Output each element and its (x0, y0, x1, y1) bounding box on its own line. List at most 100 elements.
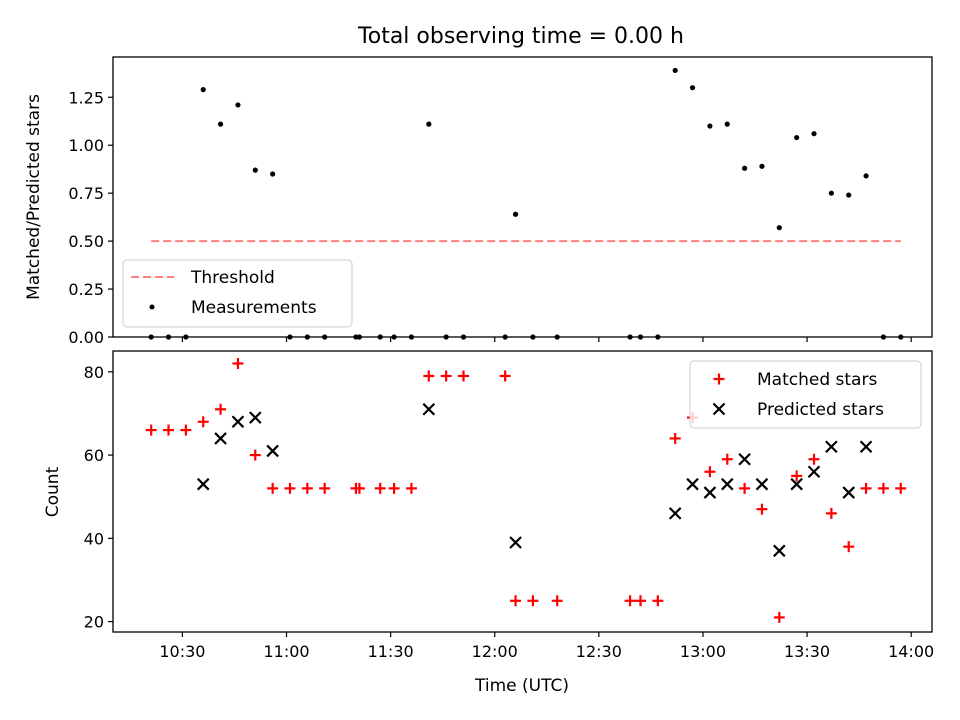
matched-star-point (284, 482, 296, 494)
measurement-point (200, 87, 206, 93)
matched-star-point (843, 541, 855, 553)
top-legend: Threshold Measurements (122, 259, 353, 328)
matched-star-point (652, 595, 664, 607)
measurement-point (512, 211, 519, 217)
predicted-star-point (807, 465, 821, 479)
top-ytick-label: 1.00 (68, 136, 104, 155)
measurement-point (828, 190, 834, 196)
matched-star-point (423, 370, 435, 382)
measurement-point (724, 121, 730, 127)
top-ytick-label: 0.00 (68, 328, 104, 347)
top-ytick-label: 0.75 (68, 184, 104, 203)
predicted-star-point (720, 477, 734, 491)
matched-star-point (791, 470, 803, 482)
matched-star-point (215, 403, 227, 415)
xtick-label: 13:30 (784, 642, 830, 661)
top-ytick-label: 1.25 (68, 88, 104, 107)
predicted-legend-label: Predicted stars (757, 400, 884, 420)
matched-star-point (145, 424, 157, 436)
predicted-star-point (825, 440, 838, 454)
measurements-legend-swatch (149, 304, 155, 310)
matched-star-point (353, 482, 365, 494)
matched-star-point (669, 432, 681, 444)
matched-legend-marker (713, 373, 725, 385)
matched-star-point (458, 370, 470, 382)
predicted-star-point (266, 444, 279, 458)
top-ytick-label: 0.50 (68, 232, 104, 251)
chart-title: Total observing time = 0.00 h (357, 24, 684, 49)
matched-star-point (440, 370, 452, 382)
top-axes-frame (112, 56, 933, 338)
xtick-label: 12:30 (576, 642, 622, 661)
measurement-point (252, 167, 258, 173)
matched-legend-swatch (713, 373, 725, 385)
matched-star-point (756, 503, 768, 515)
matched-star-point (405, 482, 417, 494)
bottom-y-axis-label: Count (43, 466, 63, 517)
bottom-y-ticks: 20 40 60 80 (84, 363, 113, 632)
bottom-axes-frame (112, 350, 933, 633)
xtick-label: 12:00 (472, 642, 518, 661)
bottom-ytick-label: 60 (84, 446, 104, 465)
top-y-axis-label: Matched/Predicted stars (24, 94, 44, 300)
predicted-star-point (738, 452, 751, 466)
measurement-point (776, 225, 782, 231)
matched-star-point (180, 424, 192, 436)
predicted-star-point (214, 432, 227, 445)
predicted-legend-marker (712, 402, 726, 416)
matched-star-point (267, 482, 279, 494)
top-ytick-label: 0.25 (68, 280, 104, 299)
predicted-star-point (668, 507, 682, 520)
predicted-star-point (755, 477, 769, 491)
matched-star-point (825, 507, 837, 519)
predicted-star-point (842, 486, 855, 499)
predicted-star-point (703, 486, 717, 499)
matched-star-point (551, 595, 563, 607)
measurement-point (811, 131, 817, 137)
matched-star-point (374, 482, 386, 494)
bottom-legend: Matched stars Predicted stars (689, 360, 922, 429)
measurement-point (235, 102, 241, 108)
bottom-x-ticks: 10:30 11:00 11:30 12:00 12:30 13:00 13:30 14:00 (159, 632, 934, 661)
matched-legend-label: Matched stars (757, 370, 877, 390)
matched-star-point (860, 482, 872, 494)
measurement-point (759, 163, 765, 169)
predicted-star-point (773, 544, 786, 558)
measurement-point (707, 123, 713, 129)
measurement-point (270, 171, 276, 177)
matched-star-point (634, 595, 646, 607)
predicted-star-point (790, 477, 803, 491)
xtick-label: 11:30 (368, 642, 414, 661)
matched-star-point (527, 595, 539, 607)
matched-star-point (739, 482, 751, 494)
matched-star-point (388, 482, 400, 494)
measurement-point (426, 121, 432, 127)
matched-star-point (301, 482, 313, 494)
predicted-star-point (249, 411, 262, 424)
x-axis-label: Time (UTC) (474, 676, 569, 696)
measurement-point (794, 134, 800, 141)
measurement-point (863, 173, 869, 179)
bottom-ytick-label: 80 (84, 363, 104, 382)
measurement-point (217, 121, 224, 127)
matched-star-point (773, 611, 785, 623)
xtick-label: 10:30 (159, 642, 205, 661)
matched-star-point (808, 453, 820, 465)
matched-star-point (895, 482, 907, 494)
predicted-star-point (196, 477, 210, 491)
predicted-star-point (231, 415, 245, 429)
matched-star-point (319, 482, 331, 494)
matched-star-point (704, 466, 716, 478)
measurement-point (846, 192, 852, 198)
xtick-label: 11:00 (263, 642, 309, 661)
matched-star-point (877, 482, 889, 494)
bottom-ytick-label: 20 (84, 613, 104, 632)
bottom-legend-box (689, 360, 922, 429)
matched-star-point (499, 370, 511, 382)
predicted-star-point (859, 440, 873, 454)
xtick-label: 13:00 (680, 642, 726, 661)
measurement-point (689, 85, 696, 91)
measurement-point (672, 67, 678, 74)
